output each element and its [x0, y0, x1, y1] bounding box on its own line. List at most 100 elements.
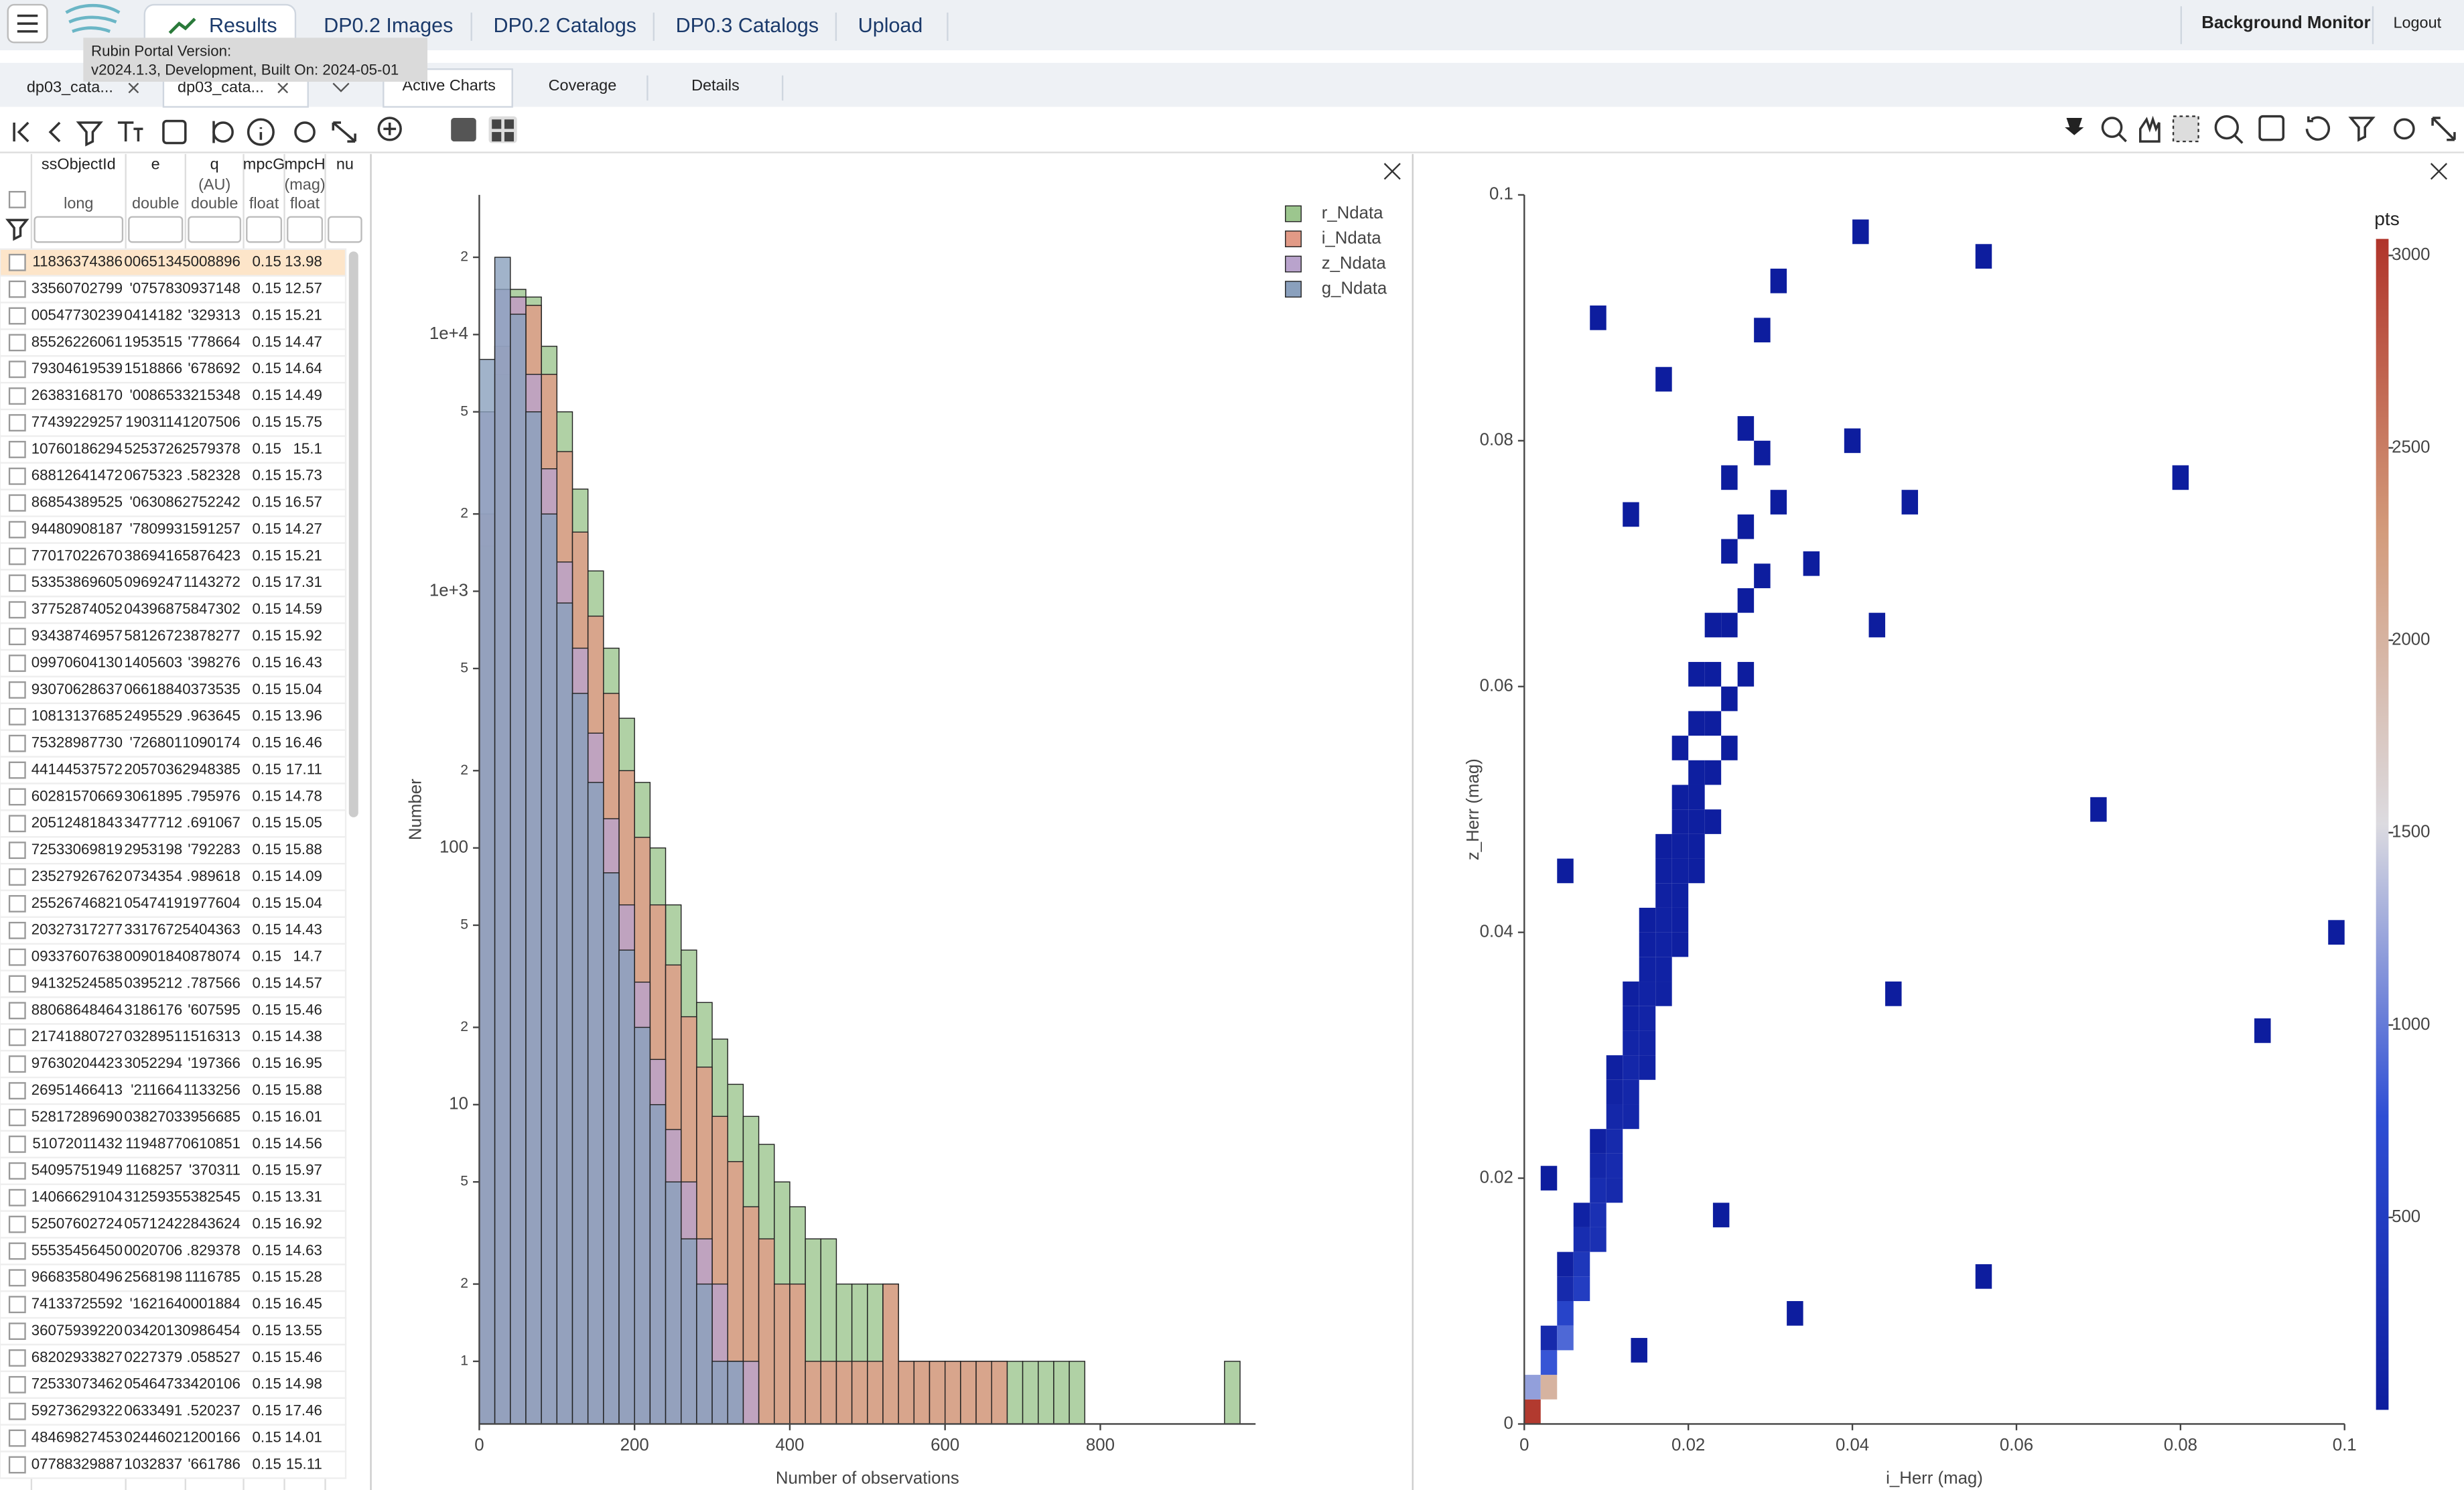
tab[interactable]: Results — [209, 14, 277, 37]
checkbox[interactable] — [8, 628, 26, 646]
checkbox[interactable] — [8, 761, 26, 779]
table-row[interactable] — [0, 889, 347, 919]
checkbox[interactable] — [8, 1055, 26, 1073]
table-row[interactable] — [0, 542, 347, 571]
tab[interactable]: Upload — [858, 14, 923, 37]
checkbox[interactable] — [8, 467, 26, 485]
close-tab-icons[interactable] — [128, 82, 289, 94]
checkbox[interactable] — [8, 921, 26, 939]
table-row[interactable] — [0, 1424, 347, 1452]
table-row[interactable] — [0, 675, 347, 705]
checkbox[interactable] — [8, 1109, 26, 1126]
checkbox[interactable] — [8, 1002, 26, 1020]
table-row[interactable] — [0, 1130, 347, 1158]
checkbox[interactable] — [8, 521, 26, 539]
table-row[interactable] — [0, 301, 347, 330]
checkbox[interactable] — [8, 360, 26, 379]
checkbox[interactable] — [8, 494, 26, 512]
legend-label[interactable]: z_Ndata — [1322, 254, 1387, 273]
checkbox[interactable] — [8, 1349, 26, 1367]
checkbox[interactable] — [8, 601, 26, 619]
chart-toolbar[interactable] — [377, 115, 2456, 145]
checkbox[interactable] — [8, 280, 26, 298]
table-row[interactable] — [0, 756, 347, 785]
table-row[interactable] — [0, 248, 347, 277]
column-filter[interactable] — [328, 216, 362, 243]
table-row[interactable] — [0, 1370, 347, 1399]
checkbox[interactable] — [8, 1375, 26, 1394]
checkbox[interactable] — [8, 1323, 26, 1340]
checkbox[interactable] — [8, 414, 26, 431]
table-row[interactable] — [0, 862, 347, 892]
checkbox[interactable] — [8, 1028, 26, 1046]
table-scrollbar[interactable] — [348, 251, 358, 817]
checkbox[interactable] — [8, 1269, 26, 1287]
checkbox[interactable] — [8, 734, 26, 752]
checkbox[interactable] — [8, 1082, 26, 1100]
table-row[interactable] — [0, 1450, 347, 1479]
table-row[interactable] — [0, 1210, 347, 1239]
legend-swatch[interactable] — [1285, 255, 1302, 273]
chart-tab[interactable]: Details — [691, 76, 740, 94]
table-row[interactable] — [0, 1050, 347, 1079]
link[interactable]: Background Monitor — [2201, 13, 2370, 32]
checkbox[interactable] — [8, 788, 26, 806]
checkbox[interactable] — [8, 387, 26, 405]
link[interactable]: Logout — [2393, 13, 2441, 31]
checkbox[interactable] — [8, 681, 26, 699]
table-row[interactable] — [0, 1264, 347, 1292]
table-row[interactable] — [0, 649, 347, 678]
column-filter[interactable] — [188, 216, 242, 243]
column-filter[interactable] — [33, 216, 124, 243]
checkbox[interactable] — [8, 574, 26, 592]
checkbox[interactable] — [8, 948, 26, 966]
checkbox[interactable] — [8, 1429, 26, 1447]
table-row[interactable] — [0, 1103, 347, 1132]
checkbox[interactable] — [8, 1296, 26, 1314]
legend-swatch[interactable] — [1285, 281, 1302, 298]
table-row[interactable] — [0, 702, 347, 731]
checkbox[interactable] — [8, 895, 26, 912]
tab[interactable]: DP0.2 Images — [324, 14, 453, 37]
checkbox[interactable] — [8, 1402, 26, 1420]
checkbox[interactable] — [8, 307, 26, 325]
checkbox[interactable] — [8, 975, 26, 993]
legend-label[interactable]: i_Ndata — [1322, 228, 1382, 247]
table-row[interactable] — [0, 1290, 347, 1319]
checkbox[interactable] — [8, 707, 26, 726]
legend-label[interactable]: r_Ndata — [1322, 204, 1383, 222]
column-filter[interactable] — [246, 216, 283, 243]
table-row[interactable] — [0, 1183, 347, 1212]
table-row[interactable] — [0, 408, 347, 437]
checkbox[interactable] — [8, 334, 26, 352]
table-row[interactable] — [0, 1023, 347, 1052]
column-filter[interactable] — [128, 216, 184, 243]
legend-swatch[interactable] — [1285, 205, 1302, 222]
checkbox[interactable] — [8, 547, 26, 565]
close-chart-icons[interactable] — [1383, 163, 2448, 180]
menu-button[interactable] — [7, 3, 48, 44]
table-row[interactable] — [0, 1316, 347, 1346]
checkbox[interactable] — [8, 1456, 26, 1474]
table-toolbar[interactable] — [13, 118, 356, 147]
legend-swatch[interactable] — [1285, 230, 1302, 248]
table-row[interactable] — [0, 435, 347, 464]
checkbox[interactable] — [8, 815, 26, 833]
checkbox[interactable] — [8, 868, 26, 886]
table-row[interactable] — [0, 969, 347, 998]
table-row[interactable] — [0, 1343, 347, 1373]
table-row[interactable] — [0, 783, 347, 811]
checkbox[interactable] — [8, 1162, 26, 1180]
tab[interactable]: DP0.3 Catalogs — [676, 14, 819, 37]
checkbox[interactable] — [8, 1135, 26, 1153]
table-row[interactable] — [0, 1156, 347, 1185]
table-row[interactable] — [0, 729, 347, 758]
checkbox[interactable] — [8, 1189, 26, 1207]
table-row[interactable] — [0, 1077, 347, 1105]
checkbox[interactable] — [8, 1215, 26, 1233]
legend-label[interactable]: g_Ndata — [1322, 279, 1387, 297]
checkbox[interactable] — [8, 841, 26, 860]
chart-tab[interactable]: Coverage — [549, 76, 617, 94]
checkbox[interactable] — [8, 253, 26, 271]
checkbox[interactable] — [8, 1242, 26, 1260]
